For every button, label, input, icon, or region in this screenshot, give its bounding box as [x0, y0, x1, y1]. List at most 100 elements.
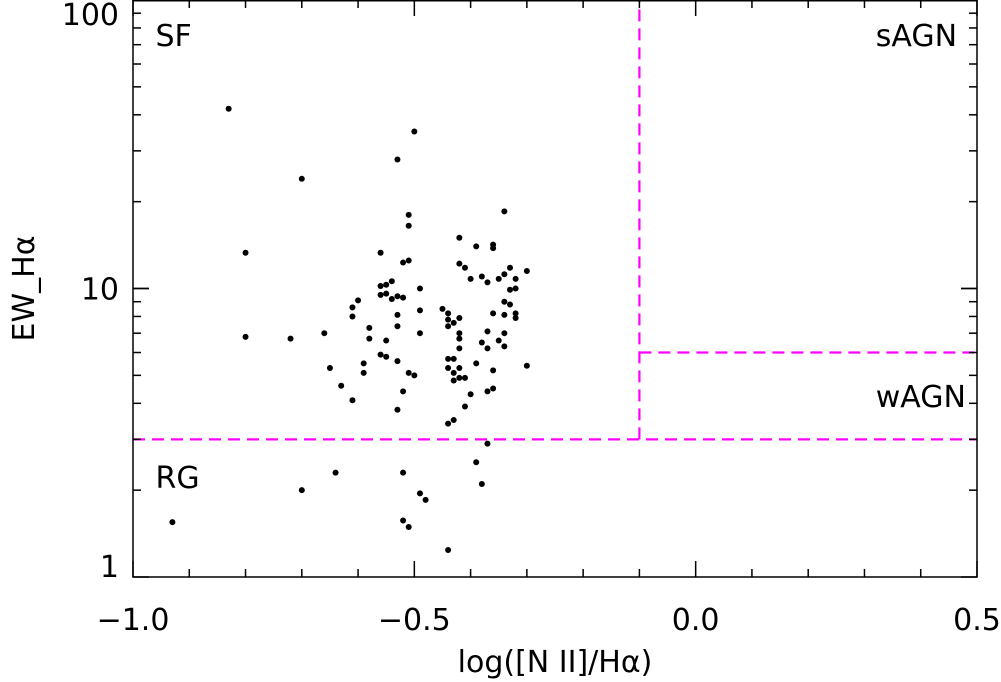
- data-point: [478, 273, 485, 280]
- x-tick-label: 0.5: [953, 603, 1001, 638]
- data-point: [400, 388, 407, 395]
- data-point: [512, 315, 519, 322]
- region-label: wAGN: [876, 380, 966, 415]
- data-point: [400, 259, 407, 266]
- data-point: [450, 417, 457, 424]
- region-boundaries: [133, 0, 977, 441]
- data-point: [411, 128, 418, 135]
- data-point: [388, 278, 395, 285]
- data-point: [445, 323, 452, 330]
- data-point: [456, 234, 463, 241]
- data-point: [456, 315, 463, 322]
- data-point: [484, 388, 491, 395]
- data-point: [388, 295, 395, 302]
- data-point: [473, 360, 480, 367]
- data-point: [405, 257, 412, 264]
- data-point: [383, 281, 390, 288]
- plot-frame: [132, 0, 978, 578]
- data-point: [445, 365, 452, 372]
- data-point: [495, 337, 502, 344]
- data-point: [501, 330, 508, 337]
- data-point: [456, 374, 463, 381]
- data-point: [400, 294, 407, 301]
- data-point: [394, 323, 401, 330]
- data-point: [321, 330, 328, 337]
- data-point: [484, 279, 491, 286]
- region-label: SF: [156, 19, 192, 54]
- data-point: [501, 343, 508, 350]
- data-point: [394, 358, 401, 365]
- data-point: [405, 211, 412, 218]
- data-point: [445, 355, 452, 362]
- data-point: [484, 345, 491, 352]
- data-point: [445, 310, 452, 317]
- data-point: [332, 469, 339, 476]
- data-point: [416, 490, 423, 497]
- data-point: [383, 353, 390, 360]
- data-point: [377, 283, 384, 290]
- data-point: [512, 285, 519, 292]
- data-point: [501, 298, 508, 305]
- data-point: [501, 208, 508, 215]
- data-point: [394, 406, 401, 413]
- data-point: [242, 249, 249, 256]
- region-label: sAGN: [876, 19, 957, 54]
- data-point: [360, 369, 367, 376]
- data-point: [405, 222, 412, 229]
- data-point: [445, 316, 452, 323]
- data-point: [512, 275, 519, 282]
- data-point: [405, 369, 412, 376]
- data-point: [450, 369, 457, 376]
- data-point: [456, 260, 463, 267]
- data-point: [355, 297, 362, 304]
- y-tick-label: 10: [81, 273, 119, 308]
- data-point: [461, 374, 468, 381]
- data-point: [439, 305, 446, 312]
- y-tick-label: 100: [62, 0, 119, 33]
- data-point: [506, 286, 513, 293]
- data-point: [366, 324, 373, 331]
- data-point: [478, 481, 485, 488]
- data-point: [298, 487, 305, 494]
- data-point: [349, 397, 356, 404]
- data-point: [473, 243, 480, 250]
- data-point: [394, 156, 401, 163]
- data-point: [478, 339, 485, 346]
- data-point: [422, 496, 429, 503]
- y-axis-label: EW_Hα: [7, 236, 42, 342]
- data-point: [495, 275, 502, 282]
- data-point: [326, 365, 333, 372]
- x-tick-label: −1.0: [97, 603, 170, 638]
- tick-labels: −1.0 −0.5 0.0 0.5 1 10 100: [62, 0, 1001, 638]
- data-point: [445, 547, 452, 554]
- data-point: [360, 360, 367, 367]
- data-point: [349, 304, 356, 311]
- data-point: [484, 328, 491, 335]
- data-point: [523, 362, 530, 369]
- region-labels: SF sAGN wAGN RG: [156, 19, 966, 496]
- x-tick-label: 0.0: [672, 603, 720, 638]
- region-label: RG: [156, 461, 200, 496]
- data-point: [506, 264, 513, 271]
- data-point: [416, 285, 423, 292]
- data-point: [523, 267, 530, 274]
- data-point: [501, 271, 508, 278]
- data-point: [242, 333, 249, 340]
- data-point: [512, 310, 519, 317]
- data-point: [383, 337, 390, 344]
- axis-ticks: [132, 0, 978, 578]
- data-point: [338, 382, 345, 389]
- data-point: [456, 345, 463, 352]
- data-point: [383, 290, 390, 297]
- data-point: [501, 311, 508, 318]
- data-point: [411, 372, 418, 379]
- data-point: [461, 264, 468, 271]
- data-point: [456, 335, 463, 342]
- data-point: [490, 310, 497, 317]
- data-point: [467, 391, 474, 398]
- y-tick-label: 1: [100, 550, 119, 585]
- x-axis-label: log([N II]/Hα): [458, 645, 653, 680]
- data-points: [169, 105, 530, 554]
- data-point: [490, 385, 497, 392]
